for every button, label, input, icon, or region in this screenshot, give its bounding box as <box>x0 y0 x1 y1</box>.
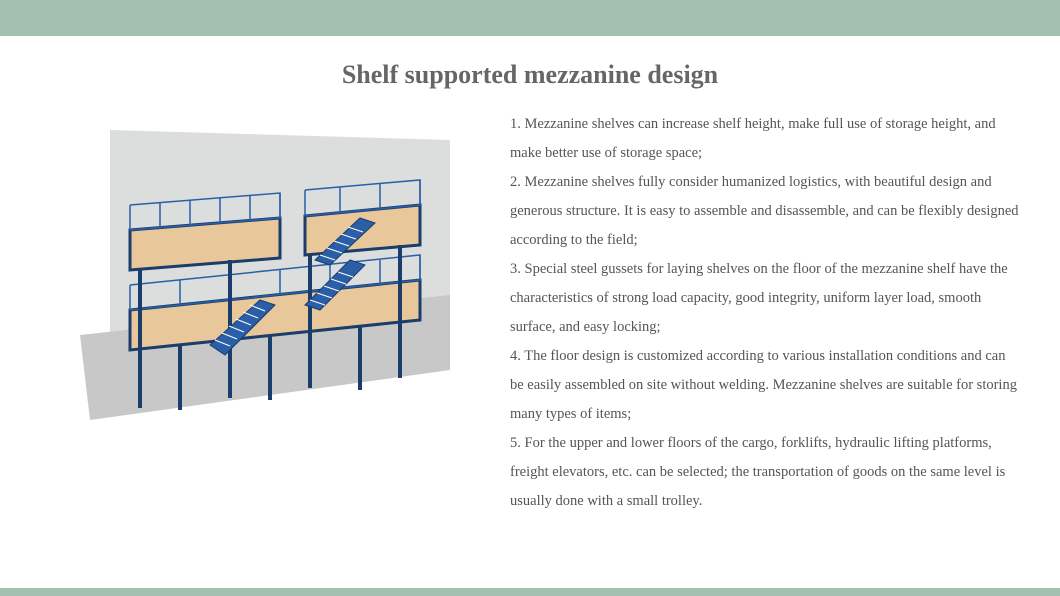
paragraph-4: 4. The floor design is customized accord… <box>510 342 1020 429</box>
paragraph-5: 5. For the upper and lower floors of the… <box>510 429 1020 516</box>
title-area: Shelf supported mezzanine design <box>0 36 1060 110</box>
paragraph-2: 2. Mezzanine shelves fully consider huma… <box>510 168 1020 255</box>
mezzanine-diagram <box>50 110 470 430</box>
content-row: 1. Mezzanine shelves can increase shelf … <box>0 110 1060 516</box>
illustration-column <box>40 110 480 516</box>
page-title: Shelf supported mezzanine design <box>0 60 1060 90</box>
top-accent-bar <box>0 0 1060 36</box>
bottom-accent-bar <box>0 588 1060 596</box>
paragraph-1: 1. Mezzanine shelves can increase shelf … <box>510 110 1020 168</box>
paragraph-3: 3. Special steel gussets for laying shel… <box>510 255 1020 342</box>
description-column: 1. Mezzanine shelves can increase shelf … <box>510 110 1040 516</box>
